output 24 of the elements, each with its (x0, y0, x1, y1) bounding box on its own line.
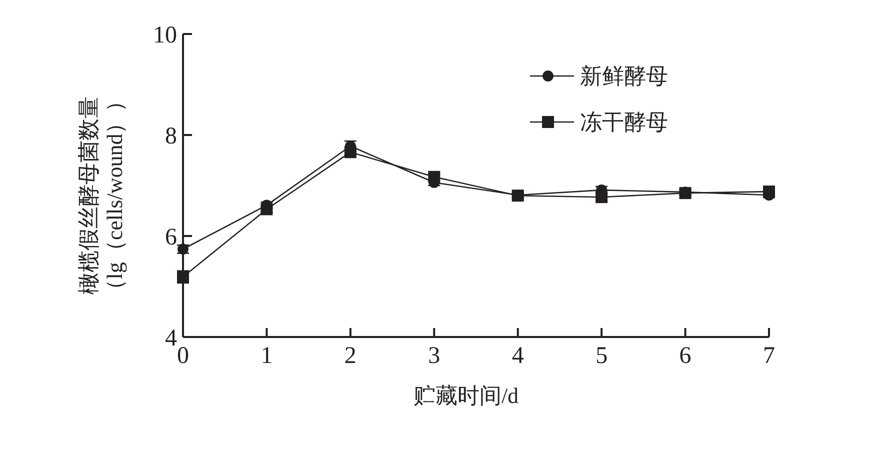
y-axis-title: 橄榄假丝酵母菌数量（lg（cells/wound）） (76, 90, 127, 302)
y-tick-label: 10 (153, 22, 177, 48)
point (428, 170, 440, 183)
point (177, 270, 189, 283)
point (763, 186, 775, 198)
point (178, 244, 188, 255)
y-tick-label: 6 (165, 224, 177, 250)
point (512, 190, 524, 202)
x-axis-title: 贮藏时间/d (413, 383, 519, 408)
x-tick-label: 5 (596, 343, 608, 369)
x-tick-label: 0 (177, 343, 189, 369)
legend-label: 冻干酵母 (580, 110, 668, 135)
x-tick-label: 2 (344, 343, 356, 369)
x-tick-label: 7 (763, 343, 775, 369)
x-tick-label: 1 (260, 343, 273, 369)
x-tick-label: 3 (428, 343, 440, 369)
x-tick-label: 4 (512, 343, 524, 369)
x-tick-label: 6 (679, 343, 692, 369)
point (344, 146, 356, 158)
point (260, 203, 273, 216)
legend-label: 新鲜酵母 (580, 64, 668, 89)
y-tick-label: 8 (165, 123, 177, 150)
point (679, 187, 692, 200)
y-tick-label: 4 (165, 325, 177, 352)
